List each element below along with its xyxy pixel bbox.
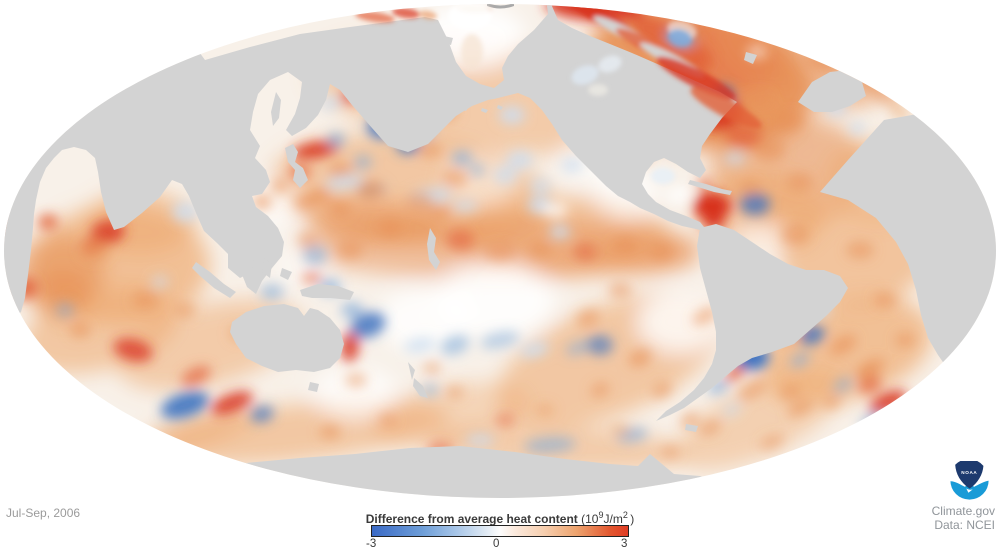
svg-text:NOAA: NOAA — [961, 470, 977, 475]
